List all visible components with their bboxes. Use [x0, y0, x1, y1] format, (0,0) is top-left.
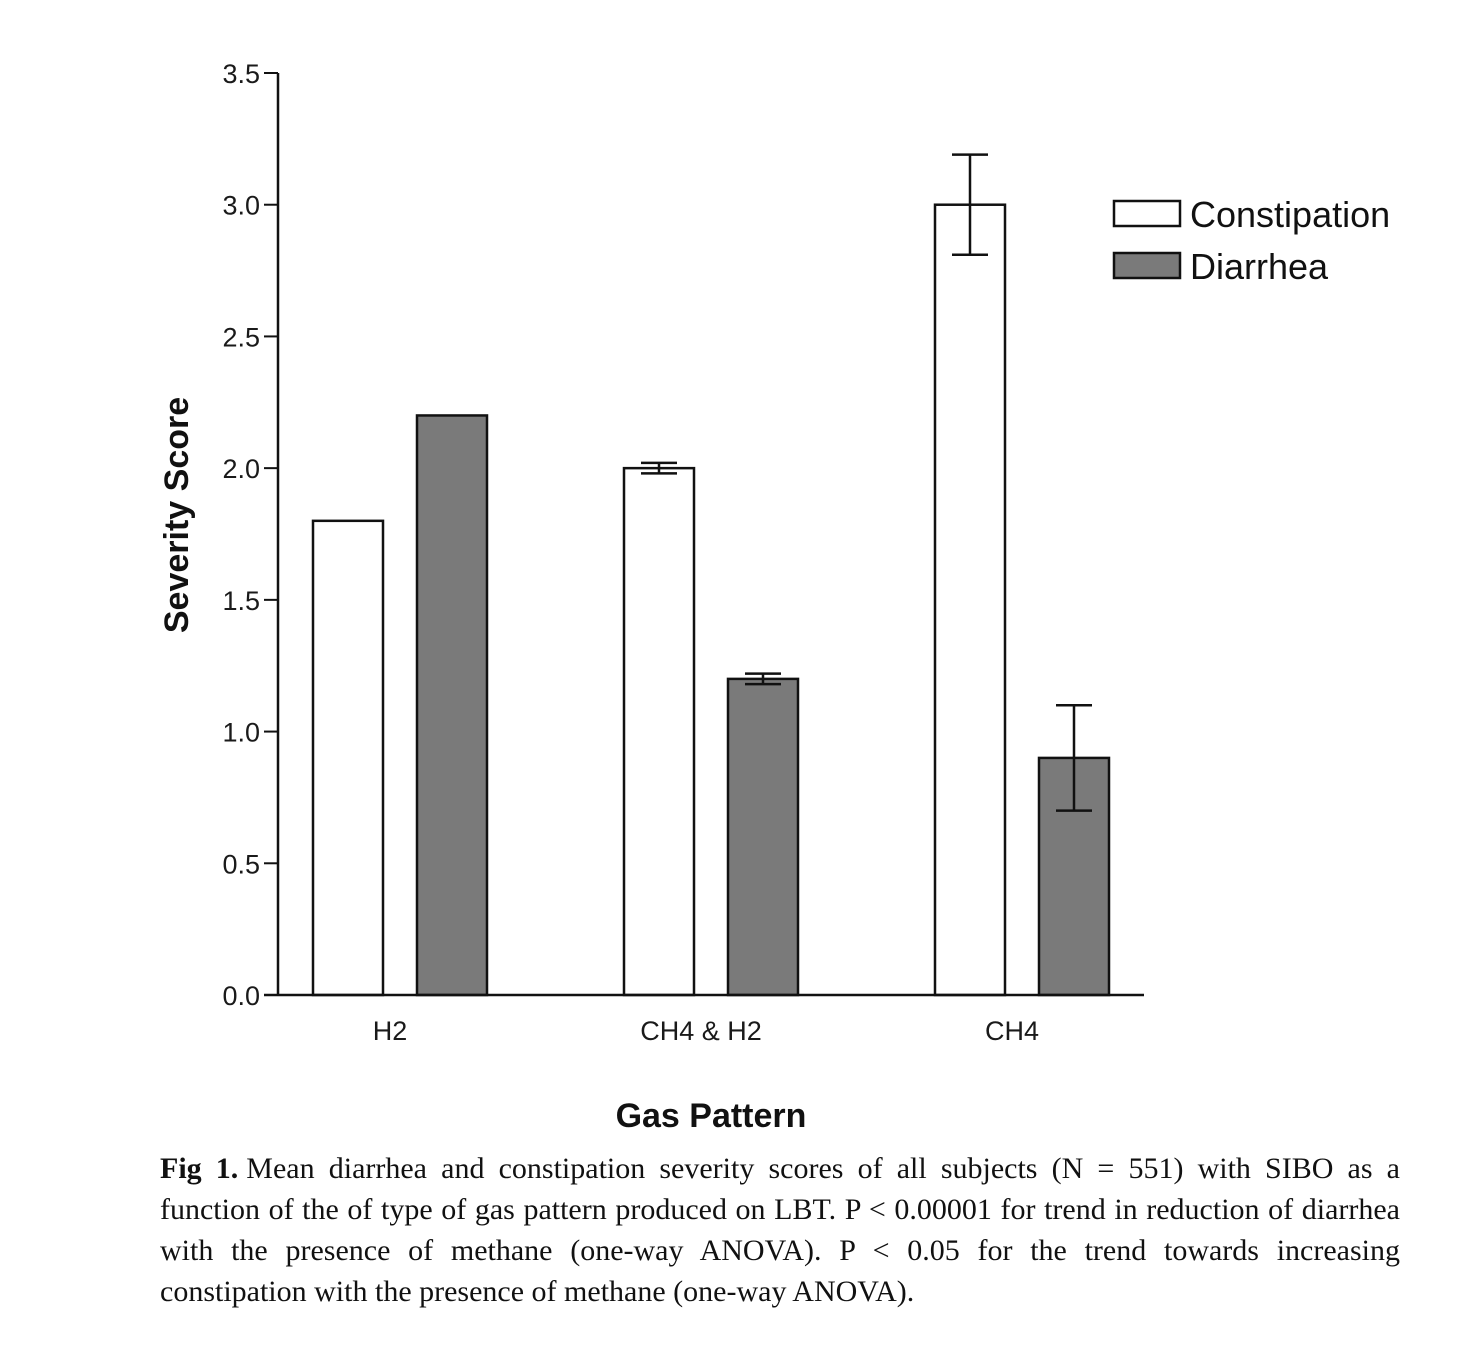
y-tick-label: 3.0 [222, 191, 260, 221]
y-tick-label: 3.5 [222, 59, 260, 89]
bar-constipation-1 [622, 466, 696, 997]
caption-label: Fig 1. [160, 1152, 239, 1185]
bar-diarrhea-0 [415, 414, 489, 997]
bars [311, 203, 1111, 997]
y-tick-label: 0.5 [222, 849, 260, 879]
x-tick-label: CH4 [985, 1016, 1039, 1046]
y-axis-title: Severity Score [158, 397, 196, 633]
y-tick-label: 1.0 [222, 718, 260, 748]
legend-label-constipation: Constipation [1190, 194, 1390, 235]
y-tick-label: 2.0 [222, 454, 260, 484]
x-axis: H2 CH4 & H2 CH4 [264, 993, 1144, 1046]
legend-swatch-diarrhea [1112, 251, 1182, 280]
legend-label-diarrhea: Diarrhea [1190, 246, 1329, 287]
bar-diarrhea-1 [726, 677, 800, 997]
bar-constipation-2 [933, 203, 1007, 997]
error-bars [641, 153, 1092, 812]
y-axis: 0.0 0.5 1.0 1.5 2.0 2.5 3.0 3.5 [222, 59, 280, 1011]
chart: 0.0 0.5 1.0 1.5 2.0 2.5 3.0 3.5 H2 CH4 & H2 CH4 C… [158, 59, 1390, 1135]
y-tick-label: 0.0 [222, 981, 260, 1011]
legend: Constipation Diarrhea [1112, 194, 1390, 287]
x-tick-label: H2 [373, 1016, 408, 1046]
x-axis-title: Gas Pattern [616, 1097, 807, 1135]
legend-swatch-constipation [1112, 199, 1182, 228]
caption-text: Mean diarrhea and constipation severity … [160, 1152, 1400, 1308]
figure-caption: Fig 1. Mean diarrhea and constipation sev… [160, 1148, 1400, 1312]
bar-constipation-0 [311, 519, 385, 997]
y-tick-label: 1.5 [222, 586, 260, 616]
x-tick-label: CH4 & H2 [640, 1016, 762, 1046]
y-tick-label: 2.5 [222, 322, 260, 352]
